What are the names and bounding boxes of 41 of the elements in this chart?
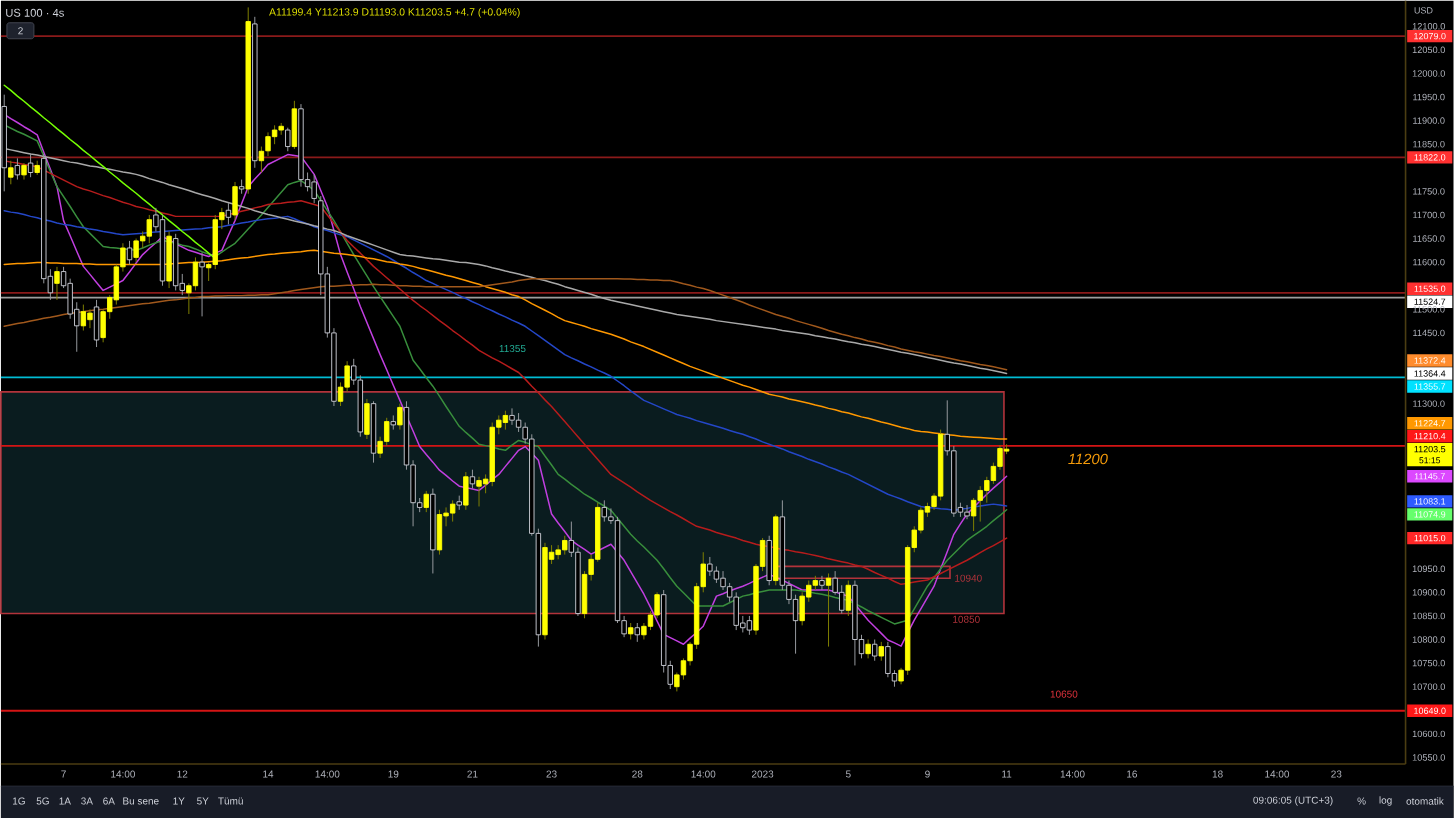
candlestick: [126, 240, 133, 265]
candlestick: [423, 490, 429, 513]
candlestick: [515, 412, 522, 433]
candlestick: [476, 476, 482, 507]
candlestick: [601, 499, 608, 523]
candlestick: [146, 214, 152, 244]
candlestick: [977, 485, 983, 523]
candlestick: [463, 471, 469, 511]
candlestick: [232, 181, 238, 221]
candlestick: [865, 639, 871, 659]
candlestick: [819, 575, 825, 591]
candlestick: [509, 407, 515, 426]
candlestick: [285, 127, 291, 152]
candlestick: [166, 230, 172, 289]
candlestick: [172, 233, 179, 291]
candlestick: [562, 535, 568, 556]
candlestick: [449, 499, 456, 523]
candlestick: [634, 622, 640, 643]
candlestick: [502, 410, 509, 431]
candlestick: [469, 469, 476, 490]
candlestick: [733, 591, 739, 631]
candlestick: [707, 556, 713, 577]
candlestick: [397, 403, 403, 431]
candlestick: [133, 238, 139, 263]
candlestick: [872, 639, 878, 662]
candlestick: [766, 535, 772, 586]
candlestick: [27, 153, 34, 178]
candlestick: [225, 202, 232, 225]
candlestick: [291, 100, 298, 150]
candlestick: [845, 580, 852, 617]
candlestick: [878, 641, 884, 662]
candlestick: [14, 157, 21, 181]
candlestick: [80, 304, 87, 332]
candlestick: [964, 504, 970, 520]
candlestick: [364, 398, 370, 440]
candlestick: [825, 572, 832, 648]
candlestick: [436, 509, 443, 556]
candlestick: [746, 615, 753, 636]
candlestick: [8, 160, 14, 185]
candlestick: [87, 308, 93, 329]
candlestick: [54, 266, 60, 301]
